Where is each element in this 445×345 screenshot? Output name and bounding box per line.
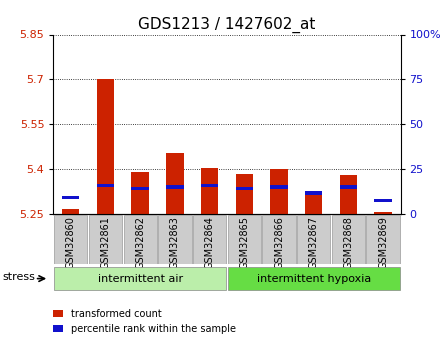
FancyBboxPatch shape [228, 267, 400, 290]
Bar [375, 213, 392, 214]
Bar [201, 184, 218, 187]
Bar [271, 185, 288, 189]
Text: GSM32867: GSM32867 [309, 216, 319, 269]
FancyBboxPatch shape [297, 215, 330, 264]
Bar [62, 196, 80, 199]
Bar [166, 185, 184, 189]
FancyBboxPatch shape [263, 215, 295, 264]
Text: GSM32862: GSM32862 [135, 216, 145, 269]
FancyBboxPatch shape [193, 215, 226, 264]
Text: GSM32869: GSM32869 [378, 216, 388, 269]
FancyBboxPatch shape [158, 215, 191, 264]
Text: stress: stress [3, 272, 36, 282]
FancyBboxPatch shape [89, 215, 122, 264]
FancyBboxPatch shape [124, 215, 157, 264]
Text: intermittent hypoxia: intermittent hypoxia [257, 274, 371, 284]
Bar [132, 172, 149, 214]
FancyBboxPatch shape [54, 267, 226, 290]
FancyBboxPatch shape [332, 215, 365, 264]
Text: GSM32864: GSM32864 [205, 216, 214, 269]
Text: GSM32865: GSM32865 [239, 216, 249, 269]
Text: intermittent air: intermittent air [97, 274, 183, 284]
Text: GSM32860: GSM32860 [66, 216, 76, 269]
Bar [340, 175, 357, 214]
Bar [375, 199, 392, 202]
Bar [236, 174, 253, 214]
Bar [132, 187, 149, 190]
FancyBboxPatch shape [228, 215, 261, 264]
Bar [166, 152, 184, 214]
Bar [97, 79, 114, 214]
Legend: transformed count, percentile rank within the sample: transformed count, percentile rank withi… [49, 305, 240, 338]
Text: GSM32863: GSM32863 [170, 216, 180, 269]
Bar [97, 184, 114, 187]
Title: GDS1213 / 1427602_at: GDS1213 / 1427602_at [138, 17, 316, 33]
Text: GSM32868: GSM32868 [344, 216, 353, 269]
Bar [305, 191, 323, 214]
Bar [340, 185, 357, 189]
Bar [271, 169, 288, 214]
Text: GSM32866: GSM32866 [274, 216, 284, 269]
Text: GSM32861: GSM32861 [101, 216, 110, 269]
FancyBboxPatch shape [54, 215, 87, 264]
Bar [305, 191, 323, 195]
Bar [236, 187, 253, 190]
FancyBboxPatch shape [367, 215, 400, 264]
Bar [62, 209, 80, 214]
Bar [201, 168, 218, 214]
